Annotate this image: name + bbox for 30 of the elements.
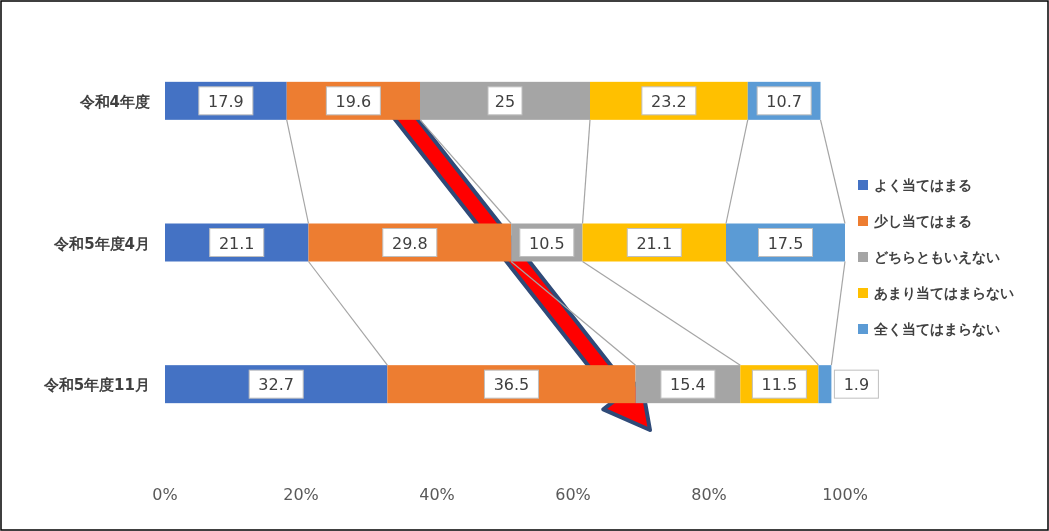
- legend-label: 全く当てはまらない: [873, 321, 1000, 337]
- y-tick-label: 令和5年度4月: [53, 234, 150, 253]
- data-label: 15.4: [670, 375, 706, 395]
- data-label: 32.7: [258, 375, 294, 395]
- bar: [818, 365, 832, 404]
- x-tick-label: 60%: [555, 485, 591, 504]
- data-label: 21.1: [636, 233, 673, 253]
- data-label: 23.2: [651, 91, 687, 111]
- x-tick-label: 80%: [691, 485, 727, 504]
- data-label: 10.5: [529, 233, 565, 253]
- legend-label: あまり当てはまらない: [874, 285, 1014, 301]
- data-label: 11.5: [761, 375, 798, 395]
- data-label: 10.7: [766, 91, 802, 111]
- x-tick-label: 20%: [283, 485, 319, 504]
- data-label: 19.6: [335, 91, 372, 111]
- y-tick-label: 令和5年度11月: [42, 376, 150, 395]
- x-tick-label: 0%: [152, 485, 178, 504]
- data-label: 17.9: [208, 91, 244, 111]
- data-label: 25: [494, 91, 516, 111]
- legend-label: どちらともいえない: [874, 249, 1000, 265]
- data-label: 17.5: [767, 233, 804, 253]
- data-label: 36.5: [493, 375, 530, 395]
- legend-label: よく当てはまる: [874, 177, 972, 193]
- data-label: 29.8: [391, 233, 428, 253]
- y-tick-label: 令和4年度: [78, 92, 150, 111]
- legend-label: 少し当てはまる: [874, 213, 972, 229]
- data-label: 1.9: [843, 375, 870, 395]
- x-tick-label: 40%: [419, 485, 455, 504]
- data-label: 21.1: [218, 233, 255, 253]
- x-tick-label: 100%: [822, 485, 868, 504]
